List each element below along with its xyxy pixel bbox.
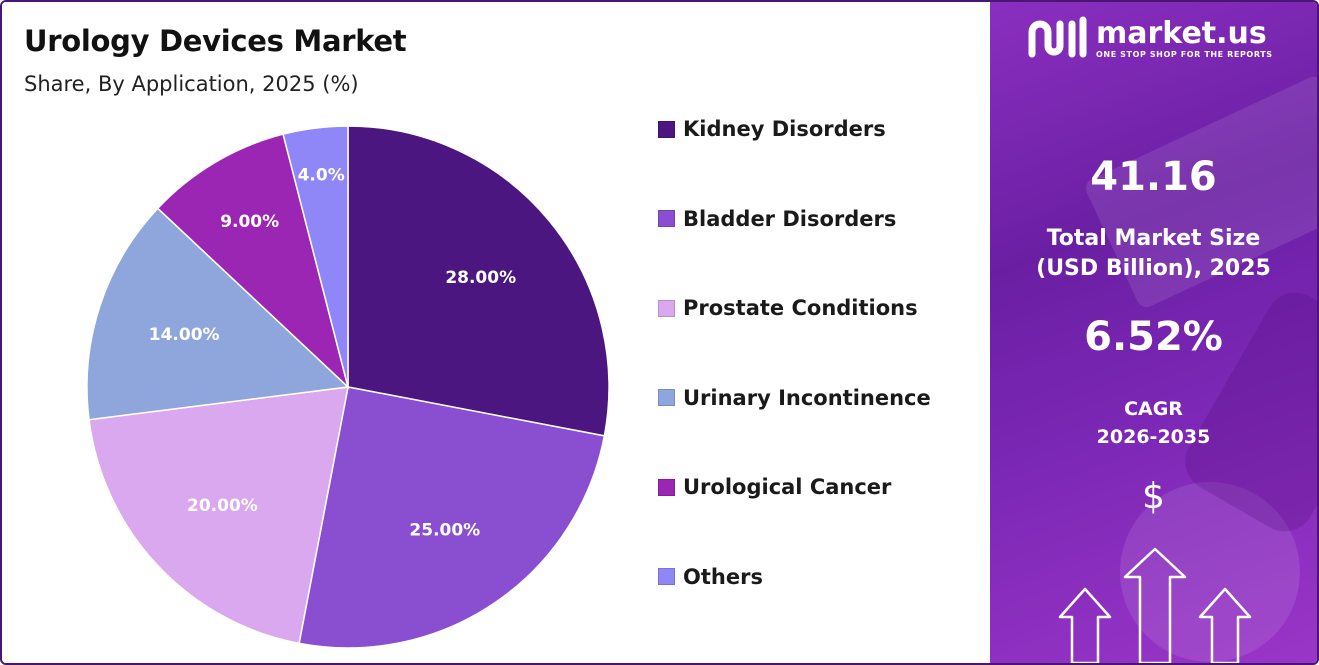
pie-slice-urological-cancer: [156, 133, 350, 390]
page-title: Urology Devices Market: [24, 24, 407, 58]
pie-chart: 28.00% 25.00% 20.00% 14.00% 9.00% 4.0%: [86, 125, 610, 649]
pie-slice-others: [282, 125, 349, 388]
market-size-value: 41.16: [1090, 154, 1217, 200]
legend-item-urinary-incontinence: Urinary Incontinence: [658, 383, 931, 413]
stats-panel: market.us ONE STOP SHOP FOR THE REPORTS …: [990, 2, 1317, 663]
market-size-caption-line1: Total Market Size: [1046, 226, 1261, 251]
legend-swatch: [658, 389, 675, 406]
cagr-caption-line1: CAGR: [1124, 398, 1183, 420]
legend-item-kidney-disorders: Kidney Disorders: [658, 114, 886, 144]
pie-slice-bladder-disorders: [298, 386, 606, 649]
legend-swatch: [658, 478, 675, 496]
pie-label-prostate-conditions: 20.00%: [187, 496, 258, 516]
legend-label: Kidney Disorders: [683, 117, 886, 141]
cagr-value: 6.52%: [1084, 314, 1223, 360]
legend-item-urological-cancer: Urological Cancer: [658, 472, 891, 502]
legend-swatch: [658, 210, 675, 227]
pie-label-bladder-disorders: 25.00%: [409, 520, 480, 540]
market-us-logo-icon: [1028, 16, 1087, 58]
pie-label-urological-cancer: 9.00%: [220, 212, 279, 232]
pie-slice-kidney-disorders: [347, 125, 610, 437]
legend-label: Prostate Conditions: [683, 296, 918, 320]
legend-label: Bladder Disorders: [683, 206, 897, 231]
legend-item-prostate-conditions: Prostate Conditions: [658, 293, 918, 323]
legend-label: Others: [683, 564, 763, 589]
dollar-icon: $: [1142, 476, 1165, 517]
legend-swatch: [658, 299, 675, 317]
legend-swatch: [658, 120, 675, 138]
pie-slice-prostate-conditions: [88, 386, 349, 645]
legend-swatch: [658, 568, 675, 585]
legend-item-bladder-disorders: Bladder Disorders: [658, 204, 896, 234]
chart-panel: Urology Devices Market Share, By Applica…: [2, 2, 990, 663]
pie-slice-urinary-incontinence: [86, 207, 350, 421]
background-shape: [1120, 482, 1300, 662]
cagr-caption-line2: 2026-2035: [1096, 426, 1211, 448]
brand-name: market.us: [1096, 15, 1267, 51]
pie-label-urinary-incontinence: 14.00%: [149, 325, 220, 345]
legend-label: Urological Cancer: [683, 475, 892, 499]
legend-label: Urinary Incontinence: [683, 385, 931, 410]
legend-item-others: Others: [658, 562, 763, 592]
page-subtitle: Share, By Application, 2025 (%): [24, 72, 359, 96]
brand-logo: market.us ONE STOP SHOP FOR THE REPORTS: [1026, 16, 1273, 60]
brand-tagline: ONE STOP SHOP FOR THE REPORTS: [1096, 49, 1273, 59]
up-arrows-icon: [1058, 547, 1252, 663]
pie-label-others: 4.0%: [298, 166, 345, 186]
pie-label-kidney-disorders: 28.00%: [445, 268, 516, 288]
market-size-caption-line2: (USD Billion), 2025: [1036, 256, 1271, 281]
